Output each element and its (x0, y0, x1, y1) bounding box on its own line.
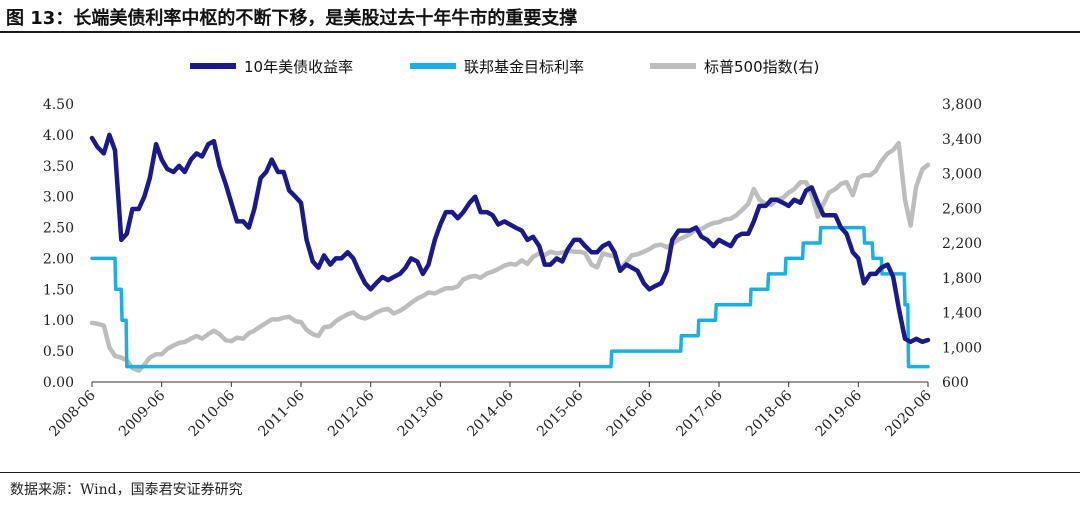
source-divider (0, 472, 1080, 473)
left-y-tick-label: 2.00 (43, 251, 74, 267)
left-y-tick-label: 4.00 (43, 128, 74, 144)
fed-funds-line (90, 225, 930, 369)
x-tick-label: 2019-06 (813, 387, 866, 440)
legend-label: 标普500指数(右) (704, 58, 819, 76)
figure-title-bar: 图 13：长端美债利率中枢的不断下移，是美股过去十年牛市的重要支撑 (0, 0, 1080, 33)
x-axis: 2008-06 2009-06 2010-06 2011-06 2012-06 2013-… (46, 381, 935, 440)
source-note: 数据来源：Wind，国泰君安证券研究 (10, 482, 243, 498)
right-y-tick-label: 600 (942, 375, 969, 391)
x-tick-label: 2010-06 (186, 387, 239, 440)
title-divider (0, 31, 1080, 33)
right-y-tick-label: 3,800 (942, 97, 982, 113)
right-y-tick-label: 3,400 (942, 132, 982, 148)
left-y-tick-label: 3.50 (43, 159, 74, 175)
chart-legend: 10年美债收益率 联邦基金目标利率 标普500指数(右) (190, 58, 819, 76)
sp500-line (89, 140, 931, 373)
right-y-tick-label: 1,000 (942, 340, 982, 356)
x-tick-label: 2018-06 (743, 387, 796, 440)
x-tick-label: 2017-06 (673, 387, 726, 440)
figure-title: 图 13：长端美债利率中枢的不断下移，是美股过去十年牛市的重要支撑 (6, 8, 578, 29)
right-y-axis: 600 1,000 1,400 1,800 2,200 2,600 3,000 3,400 3,… (942, 97, 982, 391)
legend-label: 联邦基金目标利率 (464, 58, 584, 76)
x-tick-label: 2020-06 (882, 387, 935, 440)
right-y-tick-label: 1,800 (942, 271, 982, 287)
left-y-tick-label: 0.00 (43, 375, 74, 391)
x-tick-label: 2009-06 (116, 387, 169, 440)
chart: 10年美债收益率 联邦基金目标利率 标普500指数(右) 0.00 0.50 1.00 1… (43, 58, 982, 440)
legend-fed-funds: 联邦基金目标利率 (410, 58, 584, 76)
x-tick-label: 2008-06 (46, 387, 99, 440)
right-y-tick-label: 2,600 (942, 201, 982, 217)
left-y-axis: 0.00 0.50 1.00 1.50 2.00 2.50 3.00 3.50 4.00 4.50 (43, 97, 74, 391)
legend-treasury: 10年美债收益率 (190, 58, 353, 76)
left-y-tick-label: 2.50 (43, 221, 74, 237)
right-y-tick-label: 3,000 (942, 167, 982, 183)
legend-label: 10年美债收益率 (244, 58, 353, 76)
right-y-tick-label: 1,400 (942, 306, 982, 322)
x-tick-label: 2013-06 (395, 387, 448, 440)
x-tick-label: 2011-06 (255, 387, 308, 440)
plot-area (89, 132, 931, 373)
x-tick-label: 2014-06 (464, 387, 517, 440)
x-tick-label: 2016-06 (604, 387, 657, 440)
left-y-tick-label: 4.50 (43, 97, 74, 113)
legend-sp500: 标普500指数(右) (650, 58, 819, 76)
left-y-tick-label: 1.00 (43, 313, 74, 329)
x-tick-label: 2012-06 (325, 387, 378, 440)
left-y-tick-label: 3.00 (43, 190, 74, 206)
treasury-10y-line (89, 132, 931, 345)
right-y-tick-label: 2,200 (942, 236, 982, 252)
x-tick-label: 2015-06 (534, 387, 587, 440)
left-y-tick-label: 1.50 (43, 282, 74, 298)
left-y-tick-label: 0.50 (43, 344, 74, 360)
